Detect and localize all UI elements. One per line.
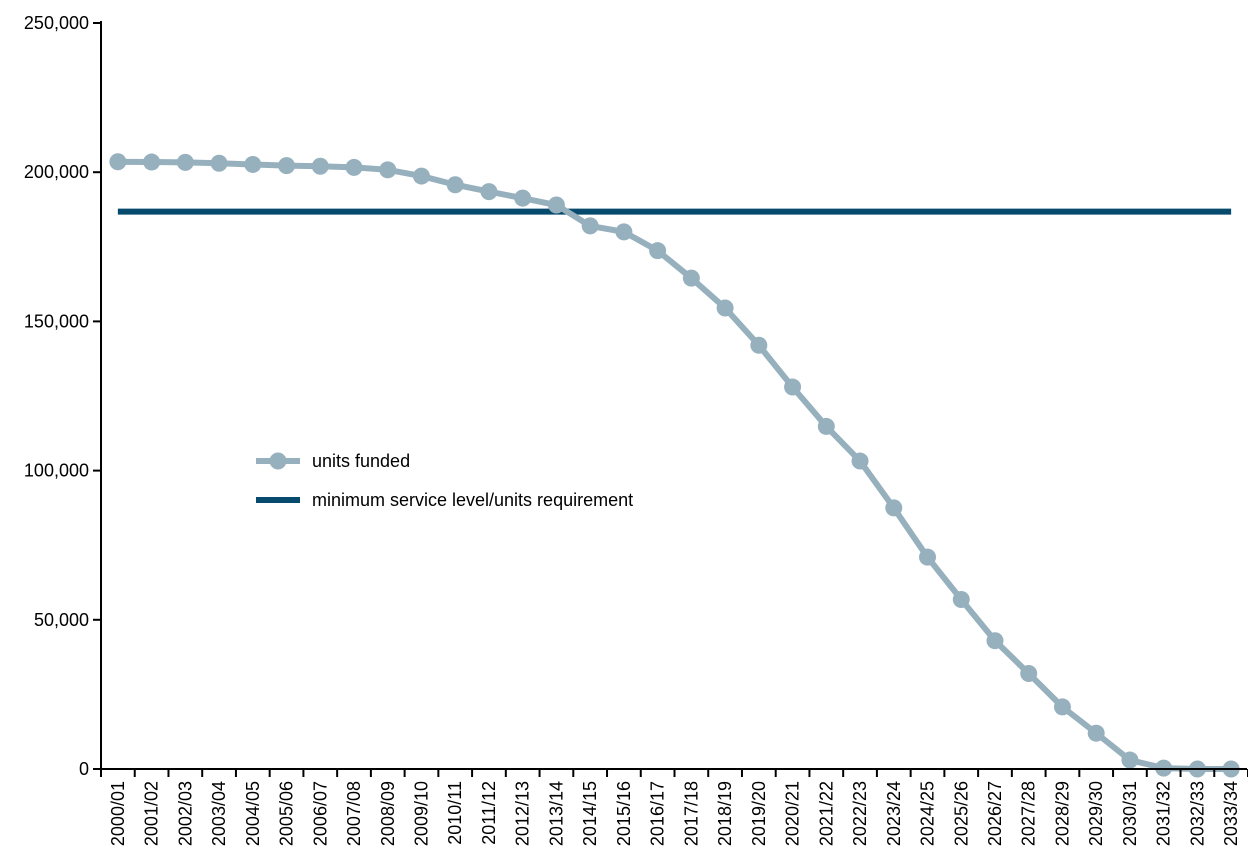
data-point-units-funded (682, 269, 700, 287)
data-point-units-funded (784, 378, 802, 396)
x-tick-label: 2004/05 (243, 781, 263, 846)
x-tick-label: 2025/26 (951, 781, 971, 846)
x-tick-label: 2015/16 (614, 781, 634, 846)
x-tick-label: 2028/29 (1052, 781, 1072, 846)
x-tick-label: 2018/19 (715, 781, 735, 846)
data-point-units-funded (345, 158, 363, 176)
x-tick-label: 2023/24 (884, 781, 904, 846)
data-point-units-funded (446, 176, 464, 194)
x-tick-label: 2019/20 (749, 781, 769, 846)
x-tick-label: 2010/11 (445, 781, 465, 845)
data-point-units-funded (817, 417, 835, 435)
x-tick-label: 2003/04 (209, 781, 229, 846)
y-tick-label: 50,000 (34, 610, 89, 630)
y-tick-label: 0 (79, 759, 89, 779)
data-point-units-funded (986, 632, 1004, 650)
x-tick-label: 2002/03 (175, 781, 195, 846)
y-tick-label: 150,000 (24, 311, 89, 331)
data-point-units-funded (480, 183, 498, 201)
y-tick-label: 250,000 (24, 13, 89, 33)
x-tick-label: 2005/06 (277, 781, 297, 846)
x-tick-label: 2001/02 (142, 781, 162, 846)
data-point-units-funded (1020, 665, 1038, 683)
data-point-units-funded (1087, 724, 1105, 742)
legend-marker-units-funded (269, 452, 287, 470)
data-point-units-funded (176, 153, 194, 171)
data-point-units-funded (615, 223, 633, 241)
x-tick-label: 2027/28 (1019, 781, 1039, 846)
data-point-units-funded (244, 155, 262, 173)
x-tick-label: 2024/25 (918, 781, 938, 846)
legend: units funded minimum service level/units… (256, 451, 633, 510)
x-axis: 2000/01 2001/02 2002/03 2003/04 2004/05 2005/… (100, 768, 1248, 846)
data-point-units-funded (143, 153, 161, 171)
data-point-units-funded (1053, 698, 1071, 716)
x-tick-label: 2012/13 (513, 781, 533, 846)
data-point-units-funded (1121, 751, 1139, 769)
x-tick-label: 2033/34 (1221, 781, 1241, 846)
data-point-units-funded (379, 161, 397, 179)
x-tick-label: 2021/22 (816, 781, 836, 846)
data-point-units-funded (649, 242, 667, 260)
data-point-units-funded (851, 452, 869, 470)
data-point-units-funded (547, 196, 565, 214)
x-tick-label: 2031/32 (1154, 781, 1174, 846)
y-tick-label: 200,000 (24, 162, 89, 182)
plot-area (109, 153, 1240, 778)
x-tick-label: 2011/12 (479, 781, 499, 845)
data-point-units-funded (716, 299, 734, 317)
data-point-units-funded (919, 548, 937, 566)
data-point-units-funded (311, 157, 329, 175)
x-tick-label: 2007/08 (344, 781, 364, 846)
data-point-units-funded (885, 499, 903, 517)
x-tick-label: 2032/33 (1187, 781, 1207, 846)
data-point-units-funded (750, 336, 768, 354)
data-point-units-funded (412, 167, 430, 185)
x-tick-label: 2006/07 (310, 781, 330, 846)
series-line-units-funded (117, 158, 1232, 772)
legend-label-minimum-requirement: minimum service level/units requirement (312, 490, 633, 510)
legend-label-units-funded: units funded (312, 451, 410, 471)
y-axis: 0 50,000 100,000 150,000 200,000 250,000 (24, 13, 102, 779)
data-point-units-funded (109, 153, 127, 171)
data-point-units-funded (278, 157, 296, 175)
x-tick-label: 2017/18 (681, 781, 701, 846)
x-tick-label: 2029/30 (1086, 781, 1106, 846)
x-tick-label: 2014/15 (580, 781, 600, 846)
x-tick-label: 2030/31 (1120, 781, 1140, 846)
data-point-units-funded (952, 591, 970, 609)
x-tick-label: 2016/17 (648, 781, 668, 846)
x-tick-label: 2013/14 (546, 781, 566, 846)
x-tick-label: 2008/09 (378, 781, 398, 846)
x-tick-label: 2020/21 (783, 781, 803, 846)
data-point-units-funded (514, 189, 532, 207)
y-tick-label: 100,000 (24, 461, 89, 481)
x-tick-label: 2026/27 (985, 781, 1005, 846)
data-point-units-funded (581, 217, 599, 235)
x-tick-label: 2022/23 (850, 781, 870, 846)
data-point-units-funded (210, 154, 228, 172)
x-tick-label: 2009/10 (411, 781, 431, 846)
x-tick-label: 2000/01 (108, 781, 128, 846)
